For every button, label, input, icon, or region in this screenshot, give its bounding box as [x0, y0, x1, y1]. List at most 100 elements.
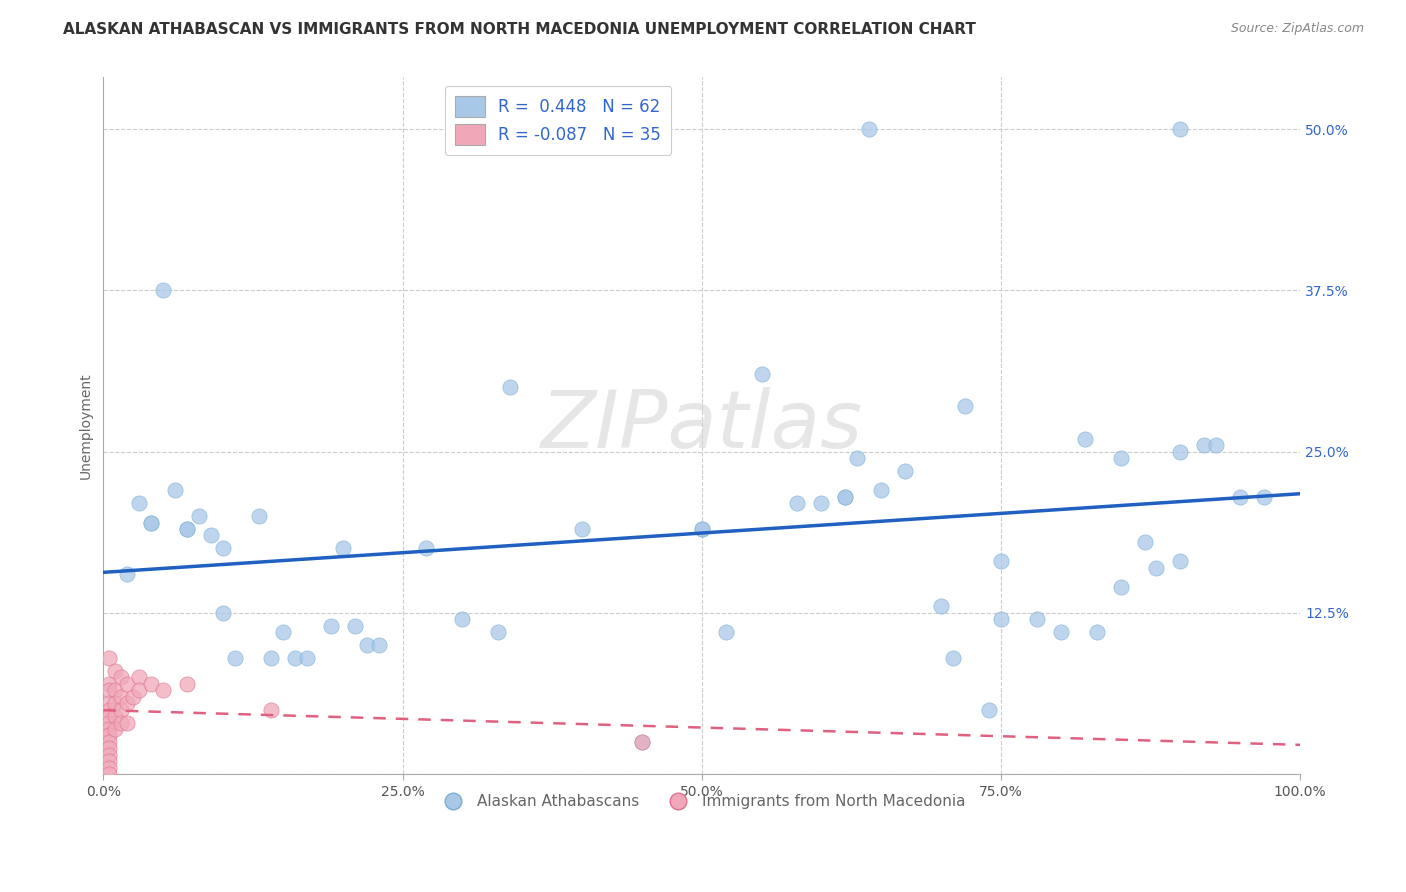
- Point: [415, 541, 437, 556]
- Point: [1229, 490, 1251, 504]
- Point: [176, 522, 198, 536]
- Point: [810, 496, 832, 510]
- Point: [188, 509, 211, 524]
- Point: [1170, 444, 1192, 458]
- Point: [98, 715, 121, 730]
- Point: [104, 722, 127, 736]
- Point: [98, 728, 121, 742]
- Point: [751, 367, 773, 381]
- Point: [200, 528, 222, 542]
- Point: [117, 696, 139, 710]
- Point: [271, 625, 294, 640]
- Point: [894, 464, 917, 478]
- Point: [332, 541, 354, 556]
- Point: [631, 735, 654, 749]
- Point: [690, 522, 713, 536]
- Text: ALASKAN ATHABASCAN VS IMMIGRANTS FROM NORTH MACEDONIA UNEMPLOYMENT CORRELATION C: ALASKAN ATHABASCAN VS IMMIGRANTS FROM NO…: [63, 22, 976, 37]
- Point: [1170, 554, 1192, 568]
- Point: [117, 567, 139, 582]
- Point: [141, 516, 163, 530]
- Point: [499, 380, 522, 394]
- Point: [98, 722, 121, 736]
- Point: [128, 670, 150, 684]
- Point: [98, 747, 121, 762]
- Point: [260, 651, 283, 665]
- Point: [104, 696, 127, 710]
- Point: [104, 683, 127, 698]
- Point: [571, 522, 593, 536]
- Point: [834, 490, 856, 504]
- Point: [990, 612, 1012, 626]
- Point: [117, 677, 139, 691]
- Point: [98, 761, 121, 775]
- Point: [98, 754, 121, 768]
- Point: [212, 606, 235, 620]
- Point: [834, 490, 856, 504]
- Point: [224, 651, 246, 665]
- Point: [631, 735, 654, 749]
- Point: [110, 690, 132, 704]
- Point: [1205, 438, 1227, 452]
- Point: [128, 496, 150, 510]
- Point: [176, 677, 198, 691]
- Point: [1049, 625, 1071, 640]
- Point: [152, 283, 174, 297]
- Point: [1073, 432, 1095, 446]
- Point: [929, 599, 952, 614]
- Point: [128, 683, 150, 698]
- Point: [98, 651, 121, 665]
- Point: [1085, 625, 1108, 640]
- Point: [98, 741, 121, 756]
- Point: [990, 554, 1012, 568]
- Text: ZIPatlas: ZIPatlas: [541, 387, 863, 465]
- Point: [247, 509, 270, 524]
- Point: [165, 483, 187, 498]
- Point: [122, 690, 145, 704]
- Point: [367, 638, 389, 652]
- Point: [1025, 612, 1047, 626]
- Point: [98, 677, 121, 691]
- Point: [1146, 560, 1168, 574]
- Point: [98, 709, 121, 723]
- Point: [1194, 438, 1216, 452]
- Point: [98, 735, 121, 749]
- Text: Source: ZipAtlas.com: Source: ZipAtlas.com: [1230, 22, 1364, 36]
- Point: [110, 715, 132, 730]
- Point: [319, 619, 342, 633]
- Point: [451, 612, 474, 626]
- Point: [141, 516, 163, 530]
- Point: [110, 703, 132, 717]
- Point: [977, 703, 1000, 717]
- Point: [176, 522, 198, 536]
- Point: [260, 703, 283, 717]
- Point: [870, 483, 893, 498]
- Point: [942, 651, 965, 665]
- Point: [1253, 490, 1275, 504]
- Point: [117, 715, 139, 730]
- Point: [98, 683, 121, 698]
- Legend: Alaskan Athabascans, Immigrants from North Macedonia: Alaskan Athabascans, Immigrants from Nor…: [432, 788, 972, 815]
- Point: [356, 638, 378, 652]
- Point: [1133, 535, 1156, 549]
- Point: [1109, 580, 1132, 594]
- Point: [858, 122, 880, 136]
- Point: [486, 625, 509, 640]
- Point: [98, 767, 121, 781]
- Point: [98, 703, 121, 717]
- Point: [104, 664, 127, 678]
- Point: [1170, 122, 1192, 136]
- Point: [786, 496, 808, 510]
- Point: [343, 619, 366, 633]
- Point: [846, 450, 869, 465]
- Point: [104, 709, 127, 723]
- Y-axis label: Unemployment: Unemployment: [79, 373, 93, 479]
- Point: [690, 522, 713, 536]
- Point: [295, 651, 318, 665]
- Point: [141, 677, 163, 691]
- Point: [98, 696, 121, 710]
- Point: [284, 651, 307, 665]
- Point: [953, 400, 976, 414]
- Point: [110, 670, 132, 684]
- Point: [714, 625, 737, 640]
- Point: [212, 541, 235, 556]
